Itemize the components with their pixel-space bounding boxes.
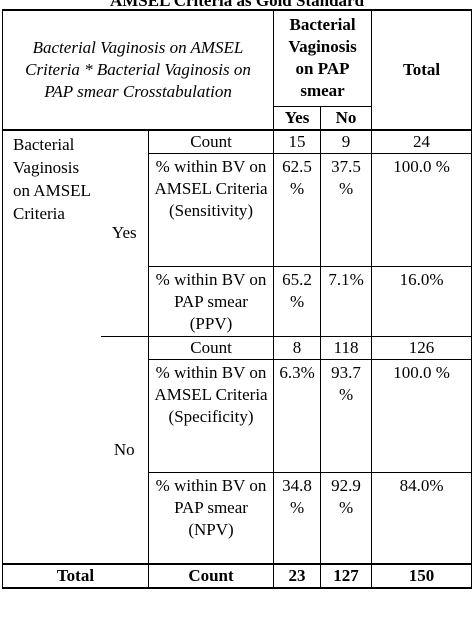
total-row-label: Total [2,563,149,589]
stat-label: Count [147,128,275,154]
cell-value: 24 [371,128,473,154]
cell-value: 37.5 % [320,152,373,267]
stat-label: % within BV on AMSEL Criteria (Sensitivi… [147,152,275,267]
row-group-label: Bacterial Vaginosis on AMSEL Criteria [2,128,101,565]
cell-value: 7.1% [320,265,373,337]
stat-label: Count [147,563,275,589]
col-header-total: Total [371,9,473,130]
cell-value: 8 [273,335,322,360]
row-label-yes: Yes [100,128,149,337]
stat-label: % within BV on PAP smear (NPV) [147,471,275,565]
cell-value: 65.2 % [273,265,322,337]
stat-label: % within BV on AMSEL Criteria (Specifici… [147,358,275,473]
cell-value: 84.0% [371,471,473,565]
total-value: 127 [320,563,373,589]
cell-value: 6.3% [273,358,322,473]
cell-value: 118 [320,335,373,360]
cell-value: 15 [273,128,322,154]
cell-value: 93.7 % [320,358,373,473]
stat-label: Count [147,335,275,360]
crosstab-table: Bacterial Vaginosis on AMSEL Criteria * … [1,9,473,589]
stat-label: % within BV on PAP smear (PPV) [147,265,275,337]
cell-value: 34.8 % [273,471,322,565]
cropped-caption-fragment [40,612,440,620]
crosstab-title: Bacterial Vaginosis on AMSEL Criteria * … [1,9,275,130]
col-header-yes: Yes [273,105,322,130]
cell-value: 62.5 % [273,152,322,267]
col-header-no: No [320,105,373,130]
row-label-no: No [100,335,149,565]
cell-value: 9 [320,128,373,154]
col-group-label: Bacterial Vaginosis on PAP smear [273,9,373,107]
cell-value: 126 [371,335,473,360]
cell-value: 100.0 % [371,152,473,267]
cell-value: 16.0% [371,265,473,337]
document-title: AMSEL Criteria as Gold Standard [109,0,365,10]
total-value: 150 [371,563,473,589]
cell-value: 92.9 % [320,471,373,565]
cell-value: 100.0 % [371,358,473,473]
total-value: 23 [273,563,322,589]
